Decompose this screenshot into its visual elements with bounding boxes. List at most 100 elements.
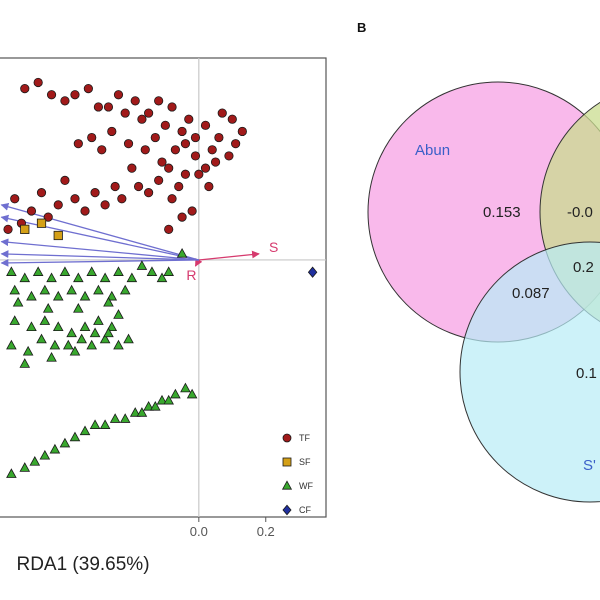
point-wf bbox=[39, 284, 51, 295]
point-tf bbox=[214, 132, 224, 143]
legend-key-tf bbox=[282, 433, 292, 443]
point-tf bbox=[217, 108, 227, 118]
point-tf bbox=[93, 102, 104, 112]
point-tf bbox=[154, 175, 164, 185]
point-wf bbox=[19, 358, 31, 368]
point-cf bbox=[307, 266, 318, 278]
point-wf bbox=[119, 413, 131, 423]
point-tf bbox=[103, 102, 114, 112]
point-wf bbox=[146, 266, 158, 276]
point-tf bbox=[200, 163, 211, 173]
point-wf bbox=[9, 315, 21, 325]
point-wf bbox=[76, 333, 87, 344]
point-wf bbox=[66, 284, 77, 295]
point-wf bbox=[22, 345, 34, 356]
point-tf bbox=[157, 157, 167, 167]
point-wf bbox=[129, 407, 141, 417]
point-wf bbox=[46, 352, 57, 362]
point-wf bbox=[49, 339, 61, 350]
point-wf bbox=[86, 339, 98, 350]
point-tf bbox=[177, 212, 187, 222]
point-tf bbox=[194, 169, 204, 179]
point-tf bbox=[33, 77, 43, 88]
x-tick-label: 0.0 bbox=[190, 524, 208, 539]
point-tf bbox=[227, 114, 237, 124]
point-wf bbox=[52, 290, 64, 301]
venn-circle-s bbox=[459, 241, 600, 503]
legend: TF SF WF CF bbox=[281, 433, 313, 516]
venn-value-abun-only: 0.153 bbox=[483, 204, 521, 221]
point-wf bbox=[136, 407, 148, 417]
env-vector bbox=[0, 259, 199, 267]
point-tf bbox=[46, 90, 57, 100]
point-wf bbox=[39, 449, 51, 460]
venn-value-abun-s: 0.087 bbox=[512, 285, 550, 302]
point-tf bbox=[36, 188, 47, 198]
point-wf bbox=[79, 290, 91, 301]
point-tf bbox=[224, 151, 234, 161]
point-tf bbox=[107, 126, 117, 137]
point-tf bbox=[60, 175, 70, 185]
x-axis-title: RDA1 (39.65%) bbox=[16, 554, 149, 575]
x-axis-ticks: 0.0 0.2 bbox=[190, 517, 275, 539]
point-tf bbox=[20, 84, 30, 94]
point-tf bbox=[190, 151, 201, 161]
point-tf bbox=[110, 181, 120, 192]
point-wf bbox=[9, 284, 21, 295]
point-tf bbox=[180, 169, 191, 179]
point-wf bbox=[19, 272, 31, 283]
point-tf bbox=[100, 200, 110, 210]
point-tf bbox=[53, 200, 63, 210]
venn-set-label-s: S' bbox=[583, 457, 596, 474]
point-tf bbox=[160, 120, 170, 130]
point-tf bbox=[174, 181, 184, 192]
point-wf bbox=[69, 431, 81, 442]
env-vector bbox=[0, 238, 199, 261]
point-wf bbox=[163, 266, 174, 276]
point-wf bbox=[69, 345, 81, 356]
point-wf bbox=[113, 309, 124, 319]
panel-label-b: B bbox=[357, 20, 366, 35]
point-tf bbox=[26, 206, 37, 216]
point-wf bbox=[123, 333, 134, 344]
point-wf bbox=[42, 303, 54, 313]
point-tf bbox=[3, 224, 13, 234]
point-wf bbox=[66, 327, 77, 338]
point-wf bbox=[180, 382, 191, 393]
point-wf bbox=[29, 456, 41, 466]
point-wf bbox=[89, 419, 101, 429]
point-wf bbox=[156, 272, 168, 283]
point-wf bbox=[26, 321, 37, 332]
point-tf bbox=[80, 206, 90, 216]
point-wf bbox=[176, 247, 188, 258]
point-sf bbox=[53, 230, 63, 241]
legend-label-sf: SF bbox=[299, 457, 311, 467]
plot-frame bbox=[0, 57, 327, 518]
point-tf bbox=[133, 181, 144, 192]
point-tf bbox=[140, 145, 150, 155]
point-wf bbox=[109, 413, 121, 423]
point-wf bbox=[32, 266, 44, 276]
point-wf bbox=[119, 284, 131, 295]
point-tf bbox=[207, 145, 217, 155]
point-wf bbox=[93, 315, 104, 325]
point-wf bbox=[106, 321, 118, 332]
env-vector bbox=[198, 250, 260, 261]
point-wf bbox=[79, 321, 91, 332]
point-tf bbox=[177, 126, 187, 137]
env-vector-label: R bbox=[186, 267, 196, 283]
point-wf bbox=[6, 266, 17, 276]
point-tf bbox=[87, 132, 97, 143]
point-tf bbox=[170, 145, 180, 155]
legend-key-cf bbox=[282, 504, 292, 516]
point-wf bbox=[99, 419, 111, 429]
point-wf bbox=[6, 339, 17, 350]
point-tf bbox=[164, 224, 174, 234]
point-tf bbox=[184, 114, 194, 124]
point-wf bbox=[62, 339, 74, 350]
point-wf bbox=[49, 443, 61, 454]
point-wf bbox=[150, 400, 161, 411]
point-wf bbox=[186, 388, 198, 399]
point-wf bbox=[136, 260, 148, 270]
point-tf bbox=[130, 96, 140, 106]
